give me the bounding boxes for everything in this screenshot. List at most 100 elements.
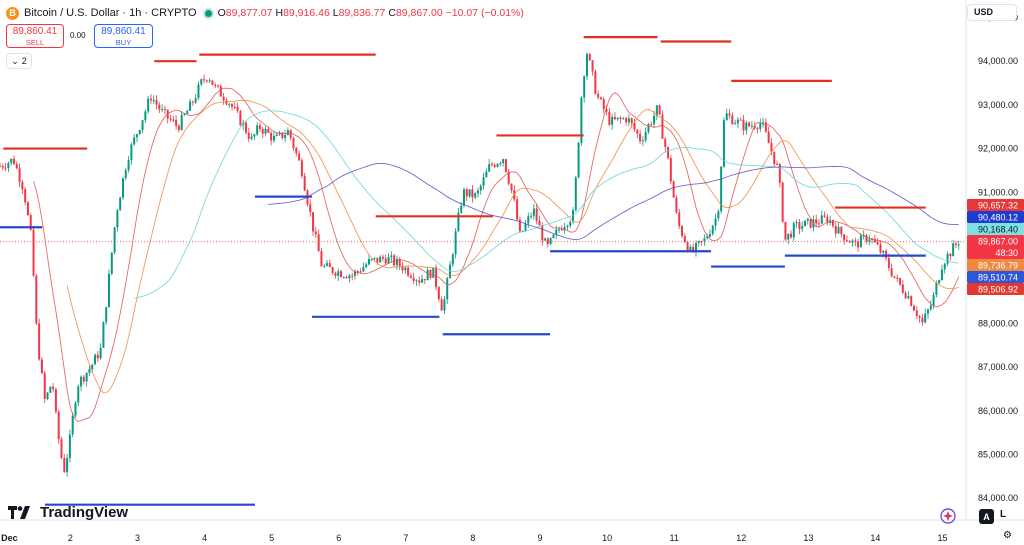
candle-body [15,164,18,169]
candle-body [214,84,217,86]
symbol-title[interactable]: Bitcoin / U.S. Dollar · 1h · CRYPTO [24,7,197,19]
candle-body [887,258,890,269]
candle-body [250,136,253,139]
candle-body [323,265,326,267]
candle-body [879,244,882,253]
sell-button[interactable]: 89,860.41 SELL [6,24,64,48]
ma-price-tag: 89,506.92 [978,285,1018,295]
y-tick-label: 93,000.00 [978,100,1018,110]
candle-body [954,243,957,245]
candle-body [708,233,711,237]
buy-price: 89,860.41 [101,26,146,37]
candle-body [113,227,116,253]
candle-body [52,386,55,390]
x-tick-label: 15 [938,533,948,543]
candle-body [580,97,583,143]
candle-body [116,210,119,228]
candle-body [750,125,753,127]
candle-body [194,98,197,103]
candle-body [12,158,15,165]
candle-body [845,240,848,242]
current-price-tag: 89,867.00 [978,237,1018,247]
candle-body [138,130,141,135]
candle-body [907,296,910,299]
buy-button[interactable]: 89,860.41 BUY [94,24,153,48]
candle-body [957,244,960,246]
y-tick-label: 85,000.00 [978,449,1018,459]
candle-body [585,54,588,77]
candle-body [871,238,874,240]
candle-body [18,168,21,182]
candle-body [778,164,781,183]
ma-price-tag: 90,480.12 [978,213,1018,223]
candle-body [191,101,194,103]
candle-body [236,107,239,111]
ma-price-tag-bg [967,283,1024,295]
candle-body [1,166,4,168]
candle-body [544,238,547,241]
buy-label: BUY [115,38,132,47]
candle-body [661,114,664,139]
candle-body [258,125,261,129]
candle-body [43,373,46,400]
bitcoin-icon: B [6,6,19,20]
candle-body [504,159,507,172]
candle-body [915,310,918,316]
gear-icon[interactable]: ⚙ [1003,530,1012,541]
y-tick-label: 87,000.00 [978,362,1018,372]
candle-body [135,134,138,138]
candle-body [471,189,474,198]
candle-body [225,100,228,105]
candle-body [300,160,303,177]
candle-body [616,117,619,120]
candle-body [943,263,946,270]
sparkle-icon[interactable] [938,508,958,524]
candle-body [320,251,323,267]
candle-body [292,138,295,149]
candle-body [510,183,513,190]
candle-body [689,246,692,252]
candle-body [815,219,818,224]
candle-body [806,218,809,221]
candle-body [317,234,320,252]
log-scale-button[interactable]: L [1000,509,1007,520]
candle-body [605,109,608,112]
candle-body [345,277,348,279]
indicators-toggle[interactable]: ⌄ 2 [6,53,32,69]
candle-body [602,99,605,110]
candle-body [244,122,247,133]
candle-body [675,197,678,213]
currency-selector[interactable]: USD [967,4,1017,21]
candle-body [373,257,376,259]
candle-body [929,305,932,310]
candle-body [694,242,697,252]
auto-scale-button[interactable]: A [979,509,994,524]
candle-body [454,231,457,255]
candle-body [460,205,463,213]
candle-body [678,212,681,227]
close-value: C89,867.00 [388,7,443,19]
tradingview-logo: TradingView [8,504,128,521]
candle-body [102,322,105,348]
candle-body [762,122,765,124]
candle-body [26,202,29,216]
ma-price-tag: 89,510.74 [978,273,1018,283]
candle-body [918,315,921,318]
x-tick-label: 6 [336,533,341,543]
candle-body [110,252,113,274]
candle-body [817,223,820,225]
candle-body [949,253,952,257]
candle-body [566,225,569,228]
candle-body [169,118,172,120]
candle-body [507,171,510,184]
candle-body [281,132,284,139]
candle-body [555,229,558,235]
candle-body [144,111,147,121]
candle-body [538,220,541,226]
market-open-icon [204,9,212,17]
candle-body [365,264,368,268]
candle-body [938,280,941,284]
candle-body [722,120,725,167]
candle-body [68,434,71,459]
